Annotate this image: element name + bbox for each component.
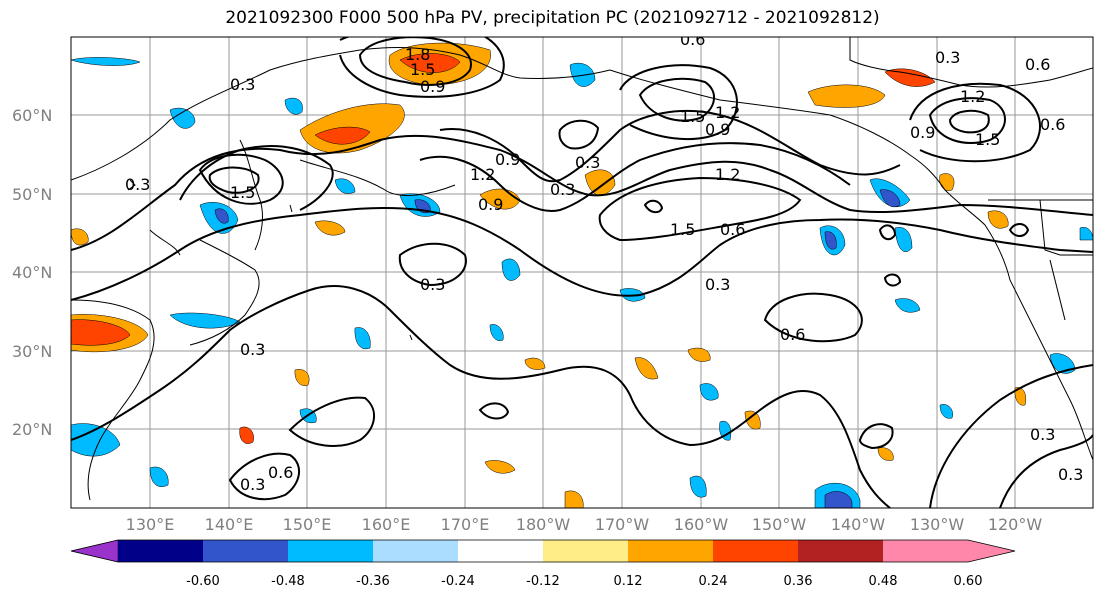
lon-label: 120°W xyxy=(988,515,1043,534)
lon-label: 160°W xyxy=(674,515,729,534)
contour-label: 0.6 xyxy=(1040,115,1065,134)
colorbar-tick: -0.36 xyxy=(356,574,390,589)
lon-label: 150°E xyxy=(283,515,332,534)
colorbar-segment xyxy=(543,540,628,562)
contour-label: 0.3 xyxy=(575,153,600,172)
pv-contours xyxy=(71,37,1093,508)
lat-label: 30°N xyxy=(12,342,52,361)
contour-label: 0.3 xyxy=(935,48,960,67)
contour-label: 0.9 xyxy=(705,120,730,139)
colorbar-tick: 0.36 xyxy=(784,574,813,589)
contour-label: 0.3 xyxy=(230,75,255,94)
contour-label: 1.5 xyxy=(975,130,1000,149)
coastlines xyxy=(71,37,1093,501)
contour-label: 0.3 xyxy=(240,340,265,359)
lon-label: 140°E xyxy=(205,515,254,534)
colorbar-segment xyxy=(373,540,458,562)
lon-label: 180°W xyxy=(516,515,571,534)
colorbar-segment xyxy=(798,540,883,562)
lon-label: 160°E xyxy=(362,515,411,534)
contour-label: 0.9 xyxy=(478,195,503,214)
colorbar-segment xyxy=(118,540,203,562)
colorbar-segment xyxy=(628,540,713,562)
contour-label: 1.5 xyxy=(670,220,695,239)
latitude-labels: 60°N 50°N 40°N 30°N 20°N xyxy=(12,106,52,439)
colorbar-extend-left xyxy=(70,539,119,563)
contour-label: 0.9 xyxy=(420,77,445,96)
contour-label: 0.6 xyxy=(780,325,805,344)
colorbar-tick: -0.60 xyxy=(186,574,220,589)
contour-label: 0.3 xyxy=(1058,465,1083,484)
lat-label: 40°N xyxy=(12,263,52,282)
contour-label: 1.5 xyxy=(230,183,255,202)
contour-label: 1.2 xyxy=(470,165,495,184)
map-frame xyxy=(70,36,1094,509)
lon-label: 150°W xyxy=(752,515,807,534)
colorbar-segment xyxy=(203,540,288,562)
contour-label: 0.3 xyxy=(705,275,730,294)
contour-label: 0.3 xyxy=(550,180,575,199)
contour-label: 0.3 xyxy=(125,175,150,194)
colorbar-tick: 0.12 xyxy=(614,574,643,589)
contour-label: 1.8 xyxy=(405,45,430,64)
contour-label: 0.3 xyxy=(420,275,445,294)
colorbar-tick: -0.24 xyxy=(441,574,475,589)
lat-label: 60°N xyxy=(12,106,52,125)
contour-label: 1.2 xyxy=(715,103,740,122)
colorbar-tick: 0.24 xyxy=(699,574,728,589)
lon-label: 130°W xyxy=(910,515,965,534)
contour-label: 0.9 xyxy=(495,150,520,169)
contour-label: 1.5 xyxy=(410,60,435,79)
contour-label: 1.2 xyxy=(715,165,740,184)
contour-label: 0.6 xyxy=(720,220,745,239)
lon-label: 170°W xyxy=(595,515,650,534)
contour-label: 0.9 xyxy=(910,123,935,142)
contour-label: 0.6 xyxy=(1025,55,1050,74)
chart-title: 2021092300 F000 500 hPa PV, precipitatio… xyxy=(225,8,880,28)
colorbar-segment xyxy=(883,540,968,562)
colorbar: -0.60 -0.48 -0.36 -0.24 -0.12 0.12 0.24 … xyxy=(70,539,1016,589)
contour-label: 0.3 xyxy=(1030,425,1055,444)
lon-label: 140°W xyxy=(831,515,886,534)
lat-label: 20°N xyxy=(12,420,52,439)
contour-label: 1.2 xyxy=(960,87,985,106)
contour-labels: 1.8 1.5 0.9 1.5 0.3 0.3 0.9 1.2 0.9 0.3 … xyxy=(125,30,1083,494)
contour-label: 0.6 xyxy=(268,463,293,482)
longitude-labels: 130°E 140°E 150°E 160°E 170°E 180°W 170°… xyxy=(126,515,1043,534)
colorbar-segment xyxy=(288,540,373,562)
lon-label: 170°E xyxy=(441,515,490,534)
colorbar-segment xyxy=(458,540,543,562)
colorbar-tick: -0.12 xyxy=(526,574,560,589)
contour-label: 1.5 xyxy=(680,107,705,126)
colorbar-tick: -0.48 xyxy=(271,574,305,589)
contour-label: 0.3 xyxy=(240,475,265,494)
colorbar-tick: 0.48 xyxy=(869,574,898,589)
colorbar-segment xyxy=(713,540,798,562)
colorbar-tick: 0.60 xyxy=(954,574,983,589)
contour-label: 0.6 xyxy=(680,30,705,49)
lon-label: 130°E xyxy=(126,515,175,534)
colorbar-extend-right xyxy=(968,540,1015,562)
lat-label: 50°N xyxy=(12,185,52,204)
